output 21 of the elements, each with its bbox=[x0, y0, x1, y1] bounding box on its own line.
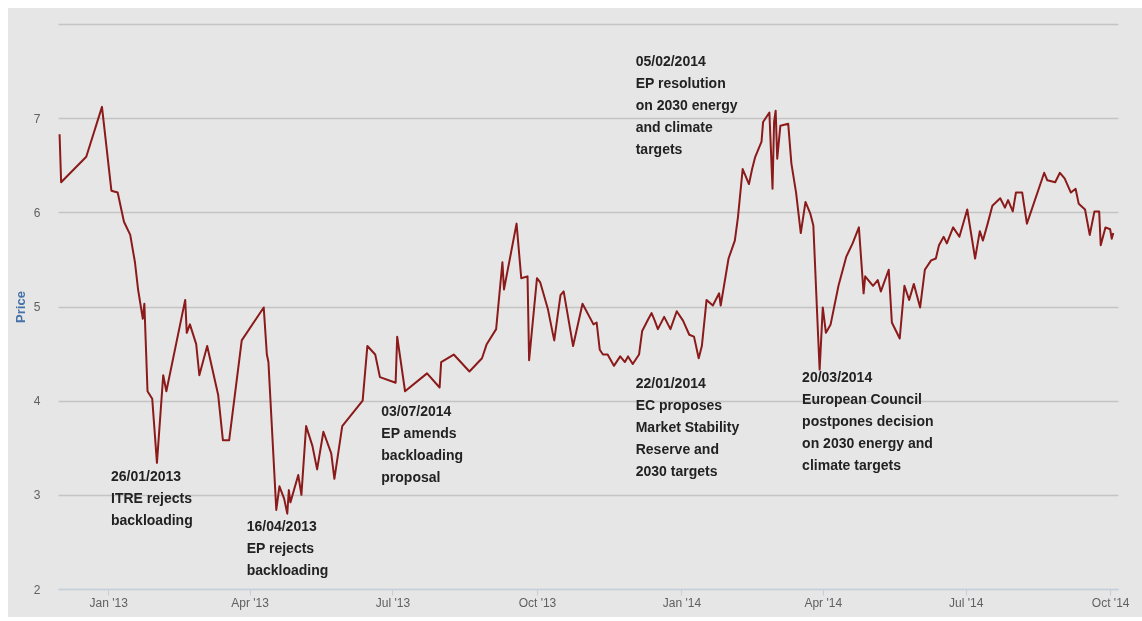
annotation: 05/02/2014 EP resolution on 2030 energy and climate targets bbox=[635, 53, 738, 158]
x-tick-label: Jul '14 bbox=[949, 595, 984, 610]
annotation: 26/01/2013 ITRE rejects backloading bbox=[111, 468, 193, 529]
y-tick-label: 4 bbox=[33, 394, 41, 409]
annotation: 16/04/2013 EP rejects backloading bbox=[246, 518, 329, 579]
y-tick-label: 7 bbox=[33, 111, 41, 126]
x-tick-label: Apr '13 bbox=[231, 595, 270, 610]
annotation: 22/01/2014 EC proposes Market Stability Reserve and 2030 targets bbox=[635, 375, 740, 480]
y-tick-label: 6 bbox=[33, 205, 41, 220]
y-tick-label: 5 bbox=[33, 300, 41, 314]
x-tick-label: Oct '14 bbox=[1091, 595, 1130, 610]
x-tick-label: Jul '13 bbox=[375, 595, 411, 610]
annotation: 03/07/2014 EP amends backloading proposal bbox=[381, 403, 463, 486]
x-tick-label: Oct '13 bbox=[518, 595, 557, 610]
x-tick-label: Jan '13 bbox=[89, 595, 129, 610]
annotation: 20/03/2014 European Council postpones decision on 2030 energy and climate targets bbox=[802, 369, 934, 474]
x-tick-label: Apr '14 bbox=[804, 595, 843, 610]
x-tick-label: Jan '14 bbox=[662, 595, 702, 610]
y-tick-label: 3 bbox=[33, 488, 41, 503]
y-tick-label: 2 bbox=[33, 582, 41, 597]
y-axis-title: Price bbox=[12, 291, 28, 323]
